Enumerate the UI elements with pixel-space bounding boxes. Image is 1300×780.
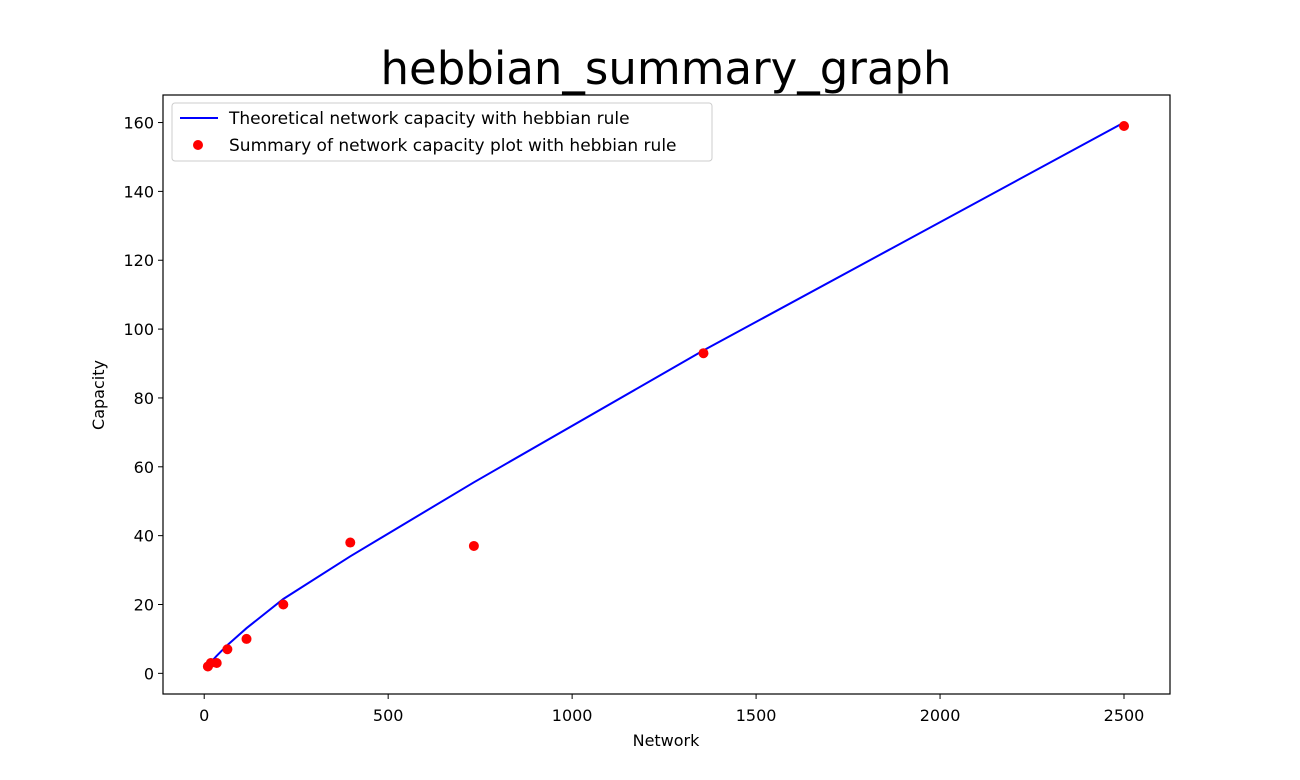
legend-box — [171, 102, 713, 162]
x-axis-label: Network — [633, 731, 701, 750]
data-point-summary — [468, 540, 479, 551]
x-tick-label: 2000 — [920, 706, 961, 725]
x-tick-label: 500 — [373, 706, 404, 725]
plot-area: 0 500 1000 1500 2000 2500 0 20 40 60 80 100 120 140 16… — [123, 114, 1144, 725]
data-point-summary — [698, 348, 709, 359]
y-tick-label: 20 — [134, 595, 154, 614]
y-tick-label: 60 — [134, 458, 154, 477]
y-tick-label: 120 — [123, 251, 154, 270]
plot-frame — [162, 94, 1171, 695]
y-axis-label: Capacity — [89, 360, 108, 430]
x-tick-label: 1000 — [552, 706, 593, 725]
y-tick-label: 100 — [123, 320, 154, 339]
y-tick-label: 140 — [123, 182, 154, 201]
legend-label-theoretical: Theoretical network capacity with hebbia… — [228, 109, 630, 129]
data-point-summary — [345, 537, 356, 548]
chart-title: hebbian_summary_graph — [380, 42, 951, 95]
data-point-summary — [241, 633, 252, 644]
legend-marker-swatch — [193, 140, 203, 150]
data-point-summary — [278, 599, 289, 610]
legend-label-summary: Summary of network capacity plot with he… — [229, 136, 677, 156]
data-point-summary — [1119, 120, 1130, 131]
data-point-summary — [222, 644, 233, 655]
x-tick-label: 2500 — [1104, 706, 1145, 725]
y-tick-label: 160 — [123, 114, 154, 133]
y-tick-label: 40 — [134, 527, 154, 546]
x-tick-label: 0 — [199, 706, 209, 725]
y-tick-label: 80 — [134, 389, 154, 408]
y-tick-label: 0 — [144, 664, 154, 683]
legend: Theoretical network capacity with hebbia… — [171, 102, 713, 162]
x-tick-label: 1500 — [736, 706, 777, 725]
data-point-summary — [211, 658, 222, 669]
